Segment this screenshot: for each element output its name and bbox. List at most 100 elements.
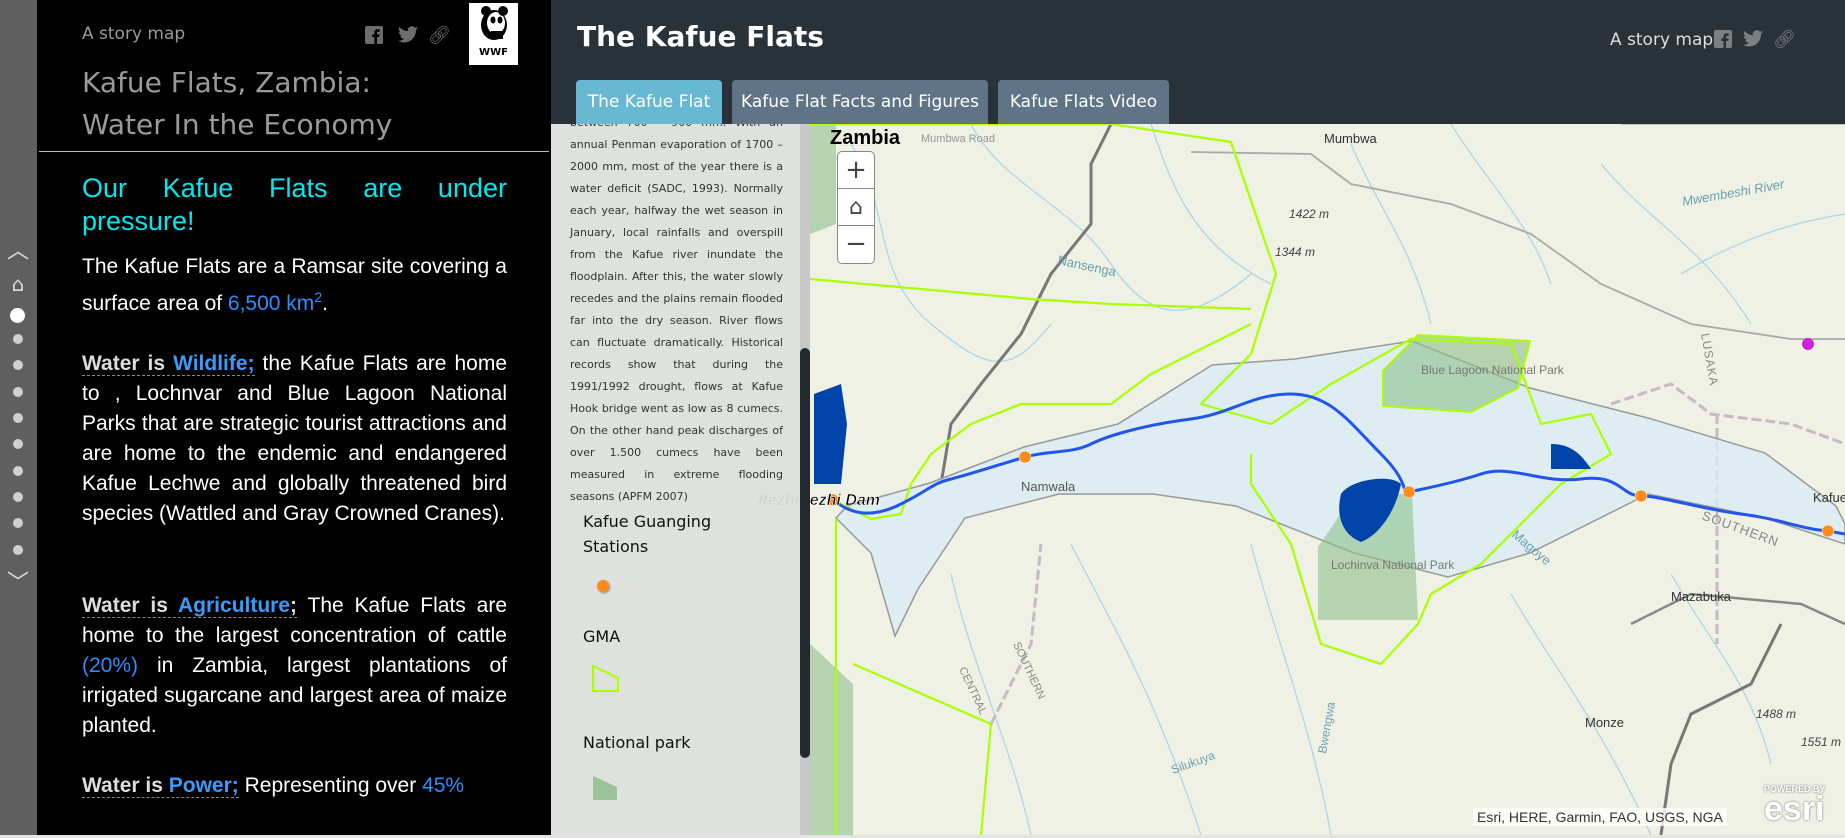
place-label: Namwala xyxy=(1021,479,1076,494)
gma-boundaries xyxy=(809,124,1613,835)
zoom-controls: + ⌂ − xyxy=(837,151,875,264)
story-map-tagline: A story map xyxy=(1610,30,1714,50)
logo-text: WWF xyxy=(479,47,508,58)
title-line: Kafue Flats, Zambia: xyxy=(82,66,371,99)
elevation-label: 1422 m xyxy=(1289,207,1329,221)
side-panel-text: between 700 – 900 mm. With an annual Pen… xyxy=(570,124,783,503)
title-line: Water In the Economy xyxy=(82,108,393,141)
section-dot[interactable] xyxy=(13,518,23,528)
section-heading: Our Kafue Flats are under pressure! xyxy=(82,173,507,236)
national-park-itezhi xyxy=(810,124,836,234)
text: the Kafue Flats are home to , Lochnvar a… xyxy=(82,352,507,525)
place-label: Mumbwa xyxy=(1324,131,1378,146)
chevron-down-icon[interactable]: ﹀ xyxy=(6,571,29,596)
text: ; xyxy=(247,352,255,375)
story-panel: A story map 🔗︎ WWF Kafue Flats, Zambia: … xyxy=(37,0,551,835)
scrollbar-thumb[interactable] xyxy=(800,348,810,758)
river-label: Mwembeshi River xyxy=(1681,176,1786,209)
text: The Kafue Flats are a Ramsar site coveri… xyxy=(82,255,507,315)
lake xyxy=(1339,478,1401,542)
tab-video[interactable]: Kafue Flats Video xyxy=(998,80,1169,124)
story-title: Kafue Flats, Zambia: Water In the Econom… xyxy=(82,62,392,146)
paragraph-agriculture: Water is Agriculture; The Kafue Flats ar… xyxy=(82,591,507,741)
powered-by: POWERED BY xyxy=(1764,784,1826,794)
text: ; xyxy=(290,594,298,617)
facebook-icon[interactable] xyxy=(364,26,384,46)
gauging-station[interactable] xyxy=(1018,450,1032,464)
text: Representing over xyxy=(238,774,423,797)
esri-wordmark: esri xyxy=(1764,790,1825,828)
section-dot[interactable] xyxy=(13,492,23,502)
power-percent: 45% xyxy=(422,774,465,797)
section-dot[interactable] xyxy=(13,545,23,555)
divider xyxy=(39,151,549,152)
road xyxy=(1190,151,1845,340)
section-dot[interactable] xyxy=(13,387,23,397)
water-is-power-label: Water is Power; xyxy=(82,774,239,798)
water-is-wildlife-label: Water is Wildlife; xyxy=(82,352,255,376)
elevation-label: 1551 m xyxy=(1801,735,1841,749)
section-dot[interactable] xyxy=(13,466,23,476)
gauging-station[interactable] xyxy=(826,493,840,507)
gauging-station[interactable] xyxy=(1821,524,1835,538)
section-dot[interactable] xyxy=(13,439,23,449)
zoom-out-button[interactable]: − xyxy=(845,229,867,259)
district-boundary xyxy=(939,124,1113,485)
section-dot[interactable] xyxy=(13,413,23,423)
point-of-interest[interactable] xyxy=(1802,338,1814,350)
place-label: Mazabuka xyxy=(1671,589,1732,604)
text: Water is xyxy=(82,594,179,617)
gauging-station[interactable] xyxy=(1402,485,1416,499)
section-navigation: ︿ ⌂ ﹀ xyxy=(0,0,37,835)
legend-station-symbol xyxy=(597,580,609,592)
place-label: Monze xyxy=(1585,715,1624,730)
water-is-agriculture-label: Water is Agriculture; xyxy=(82,594,298,618)
link-icon[interactable]: 🔗︎ xyxy=(428,25,451,46)
river-label: Bwengwa xyxy=(1315,701,1338,755)
text: ; xyxy=(231,774,239,797)
province-label: LUSAKA xyxy=(1698,332,1721,387)
legend-gma-symbol xyxy=(592,664,619,692)
national-park-west xyxy=(810,644,853,835)
text: Water is xyxy=(82,352,174,375)
wildlife-keyword: Wildlife xyxy=(173,352,248,375)
text: Water is xyxy=(82,774,169,797)
home-icon[interactable]: ⌂ xyxy=(11,272,25,296)
elevation-label: 1488 m xyxy=(1756,707,1796,721)
map-side-panel: between 700 – 900 mm. With an annual Pen… xyxy=(551,124,810,835)
park-label: Lochinva National Park xyxy=(1331,558,1455,572)
facebook-icon[interactable] xyxy=(1713,30,1733,50)
zoom-in-button[interactable]: + xyxy=(838,152,874,189)
elevation-label: 1344 m xyxy=(1275,245,1315,259)
section-dot[interactable] xyxy=(10,308,25,323)
area-value: 6,500 km2 xyxy=(228,289,322,315)
link-icon[interactable]: 🔗︎ xyxy=(1773,29,1796,50)
road-label: Mumbwa Road xyxy=(921,133,995,145)
twitter-icon[interactable] xyxy=(398,26,418,46)
esri-logo: POWERED BY esri xyxy=(1764,784,1826,828)
text: in Zambia, largest plantations of irriga… xyxy=(82,654,507,737)
place-label: Kafue xyxy=(1813,490,1845,505)
legend-park-label: National park xyxy=(583,733,691,752)
national-park-blue-lagoon xyxy=(1382,333,1532,414)
home-extent-button[interactable]: ⌂ xyxy=(838,189,874,226)
section-dot[interactable] xyxy=(13,360,23,370)
agriculture-keyword: Agriculture xyxy=(178,594,291,617)
bottom-edge xyxy=(0,835,1845,838)
gauging-station[interactable] xyxy=(1634,489,1648,503)
section-dot[interactable] xyxy=(13,334,23,344)
paragraph-ramsar: The Kafue Flats are a Ramsar site coveri… xyxy=(82,252,507,319)
twitter-icon[interactable] xyxy=(1743,30,1763,50)
chevron-up-icon[interactable]: ︿ xyxy=(6,239,29,264)
legend-stations-label: Kafue Guanging Stations xyxy=(583,512,712,556)
province-label: CENTRAL xyxy=(956,665,989,717)
text: The Kafue Flats are home to the largest … xyxy=(82,594,507,647)
wwf-logo: WWF xyxy=(469,3,518,65)
country-label: Zambia xyxy=(830,127,901,149)
map-attribution: Esri, HERE, Garmin, FAO, USGS, NGA xyxy=(1473,808,1727,826)
tab-the-kafue-flat[interactable]: The Kafue Flat xyxy=(576,80,722,124)
legend-park-symbol xyxy=(593,776,617,800)
tab-facts-and-figures[interactable]: Kafue Flat Facts and Figures xyxy=(732,80,988,124)
power-keyword: Power xyxy=(168,774,232,797)
story-map-tagline: A story map xyxy=(82,24,186,44)
